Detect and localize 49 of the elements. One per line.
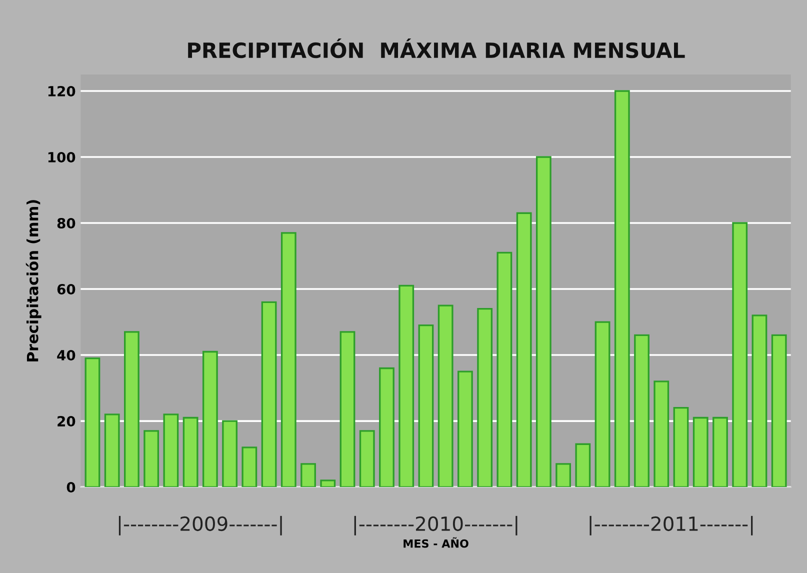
bar xyxy=(300,463,316,488)
bar xyxy=(280,232,296,488)
bar xyxy=(418,324,434,488)
bar xyxy=(594,321,610,488)
bar xyxy=(673,407,689,488)
bar xyxy=(124,331,140,488)
chart-title: PRECIPITACIÓN MÁXIMA DIARIA MENSUAL xyxy=(188,38,685,58)
bar xyxy=(144,430,160,488)
bar xyxy=(340,331,356,488)
bar xyxy=(732,222,748,488)
bar xyxy=(379,367,394,488)
bar xyxy=(438,304,454,488)
bar xyxy=(614,90,630,488)
bar xyxy=(712,416,728,488)
y-tick-label: 20 xyxy=(58,416,76,427)
bar xyxy=(496,252,512,488)
bar xyxy=(575,443,591,488)
bar xyxy=(398,284,414,488)
bar xyxy=(634,334,650,488)
bar xyxy=(202,350,218,488)
bar xyxy=(654,380,670,488)
text: |--------2011-------| xyxy=(590,516,753,536)
bar xyxy=(556,463,571,488)
y-tick-label: 100 xyxy=(48,152,76,162)
y-tick-label: 80 xyxy=(57,218,76,228)
y-tick-label: 60 xyxy=(57,284,76,294)
text: |--------2010-------| xyxy=(354,516,518,536)
bar xyxy=(692,416,708,488)
bar xyxy=(536,156,552,488)
bar xyxy=(222,420,238,488)
y-axis-title: Precipitación (mm) xyxy=(26,200,42,362)
bar xyxy=(359,430,375,488)
y-tick-label: 40 xyxy=(57,350,76,361)
bar xyxy=(261,301,277,488)
bar xyxy=(104,414,120,488)
text: |--------2009-------| xyxy=(118,516,282,536)
x-axis-title: MES - AÑO xyxy=(404,537,468,548)
bar xyxy=(516,212,532,488)
bar xyxy=(320,480,336,488)
bar xyxy=(771,334,787,488)
bar xyxy=(242,446,258,488)
bar xyxy=(458,370,473,488)
bar xyxy=(182,416,198,488)
bar xyxy=(477,308,493,488)
bar xyxy=(752,314,768,488)
bar xyxy=(84,357,100,488)
y-tick-label: 120 xyxy=(48,86,76,96)
y-tick-label: 0 xyxy=(66,482,76,493)
bar xyxy=(163,414,179,488)
